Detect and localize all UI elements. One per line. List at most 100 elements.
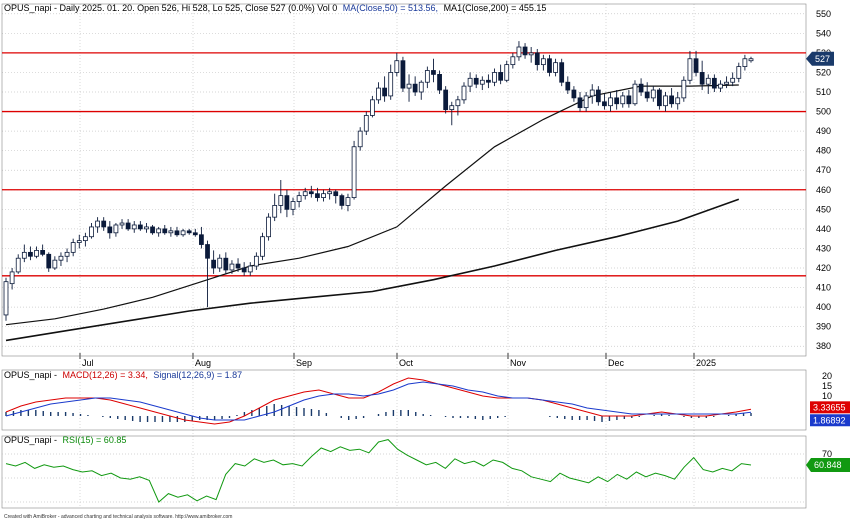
candle-body <box>113 224 119 234</box>
candle-body <box>663 95 668 107</box>
candle-body <box>498 72 504 81</box>
rsi-badge <box>806 457 850 472</box>
candle-body <box>644 91 650 99</box>
price-tick-label: 400 <box>816 302 831 312</box>
candle-body <box>235 263 241 269</box>
price-tick-label: 490 <box>816 126 831 136</box>
candle-body <box>577 97 583 109</box>
candle-body <box>614 97 620 105</box>
candle-body <box>699 72 705 85</box>
candle-body <box>486 79 491 83</box>
price-tick-label: 500 <box>816 107 831 117</box>
x-tick-label: 2025 <box>696 358 716 368</box>
candle-body <box>559 62 565 83</box>
x-tick-label: Sep <box>296 358 312 368</box>
candle-body <box>107 226 113 234</box>
candle-body <box>308 191 314 195</box>
rsi-panel-frame <box>1 435 807 509</box>
candle-body <box>125 222 131 230</box>
candle-body <box>669 95 674 105</box>
candle-body <box>547 58 552 73</box>
candle-body <box>638 83 644 93</box>
candle-body <box>260 236 265 257</box>
candle-body <box>711 77 717 89</box>
candle-body <box>46 253 52 269</box>
candle-body <box>144 226 149 230</box>
candle-body <box>657 89 662 107</box>
x-tick-label: Oct <box>399 358 414 368</box>
price-tick-label: 540 <box>816 28 831 38</box>
ma50-line <box>5 84 739 326</box>
price-tick-label: 460 <box>816 185 831 195</box>
candle-body <box>504 64 510 81</box>
macd-tick-label: 15 <box>822 381 832 391</box>
candle-body <box>620 95 626 105</box>
candle-body <box>675 97 681 105</box>
candle-body <box>479 79 485 85</box>
candle-body <box>376 87 381 101</box>
candle-body <box>565 81 571 91</box>
candle-body <box>681 79 687 99</box>
candle-body <box>650 89 656 99</box>
candle-body <box>52 259 58 269</box>
price-header-ma200: MA1(Close,200) = 455.15 <box>444 3 547 13</box>
candle-body <box>253 255 259 267</box>
candle-body <box>278 195 284 206</box>
candle-body <box>718 83 723 89</box>
candle-body <box>431 70 436 75</box>
candle-body <box>180 230 186 236</box>
candle-body <box>327 191 333 195</box>
candle-body <box>412 83 418 93</box>
rsi-header-symbol: OPUS_napi - <box>4 435 57 445</box>
candle-body <box>443 89 449 110</box>
candle-body <box>9 271 15 285</box>
x-tick-label: Aug <box>195 358 211 368</box>
candle-body <box>272 205 278 218</box>
candle-body <box>315 193 320 198</box>
signal-badge-label: 1.86892 <box>813 415 846 425</box>
macd-line <box>5 377 752 425</box>
price-tick-label: 380 <box>816 341 831 351</box>
candle-body <box>199 234 204 245</box>
candle-body <box>284 195 290 210</box>
x-tick-label: Nov <box>510 358 527 368</box>
macd-panel-frame <box>1 369 807 431</box>
candle-body <box>388 72 394 97</box>
candle-body <box>595 89 601 103</box>
candle-body <box>370 99 375 116</box>
candle-body <box>516 46 522 58</box>
candle-body <box>131 224 137 230</box>
macd-tick-label: 20 <box>822 371 832 381</box>
x-tick-label: Jul <box>82 358 94 368</box>
last-price-badge-label: 527 <box>815 54 830 64</box>
candle-body <box>70 242 76 253</box>
macd-header: OPUS_napi - MACD(12,26) = 3.34, Signal(1… <box>4 370 242 380</box>
candle-body <box>424 70 430 83</box>
candle-body <box>162 228 168 234</box>
candle-body <box>156 228 162 234</box>
candle-body <box>95 220 100 228</box>
candle-body <box>455 99 461 107</box>
macd-header-macd: MACD(12,26) = 3.34, <box>63 370 148 380</box>
candle-body <box>736 66 742 79</box>
candle-body <box>528 52 534 56</box>
macd-header-symbol: OPUS_napi - <box>4 370 57 380</box>
candle-body <box>608 97 613 107</box>
candle-body <box>632 83 638 105</box>
candle-body <box>64 251 70 257</box>
candle-body <box>510 56 516 66</box>
candle-body <box>449 105 455 110</box>
candle-body <box>15 257 21 273</box>
rsi-header-rsi: RSI(15) = 60.85 <box>63 435 127 445</box>
price-tick-label: 420 <box>816 263 831 273</box>
candle-body <box>34 249 39 257</box>
price-tick-label: 550 <box>816 9 831 19</box>
price-tick-label: 430 <box>816 243 831 253</box>
candle-body <box>687 58 693 81</box>
candle-body <box>229 263 235 271</box>
candle-body <box>418 81 424 93</box>
candle-body <box>437 74 442 91</box>
